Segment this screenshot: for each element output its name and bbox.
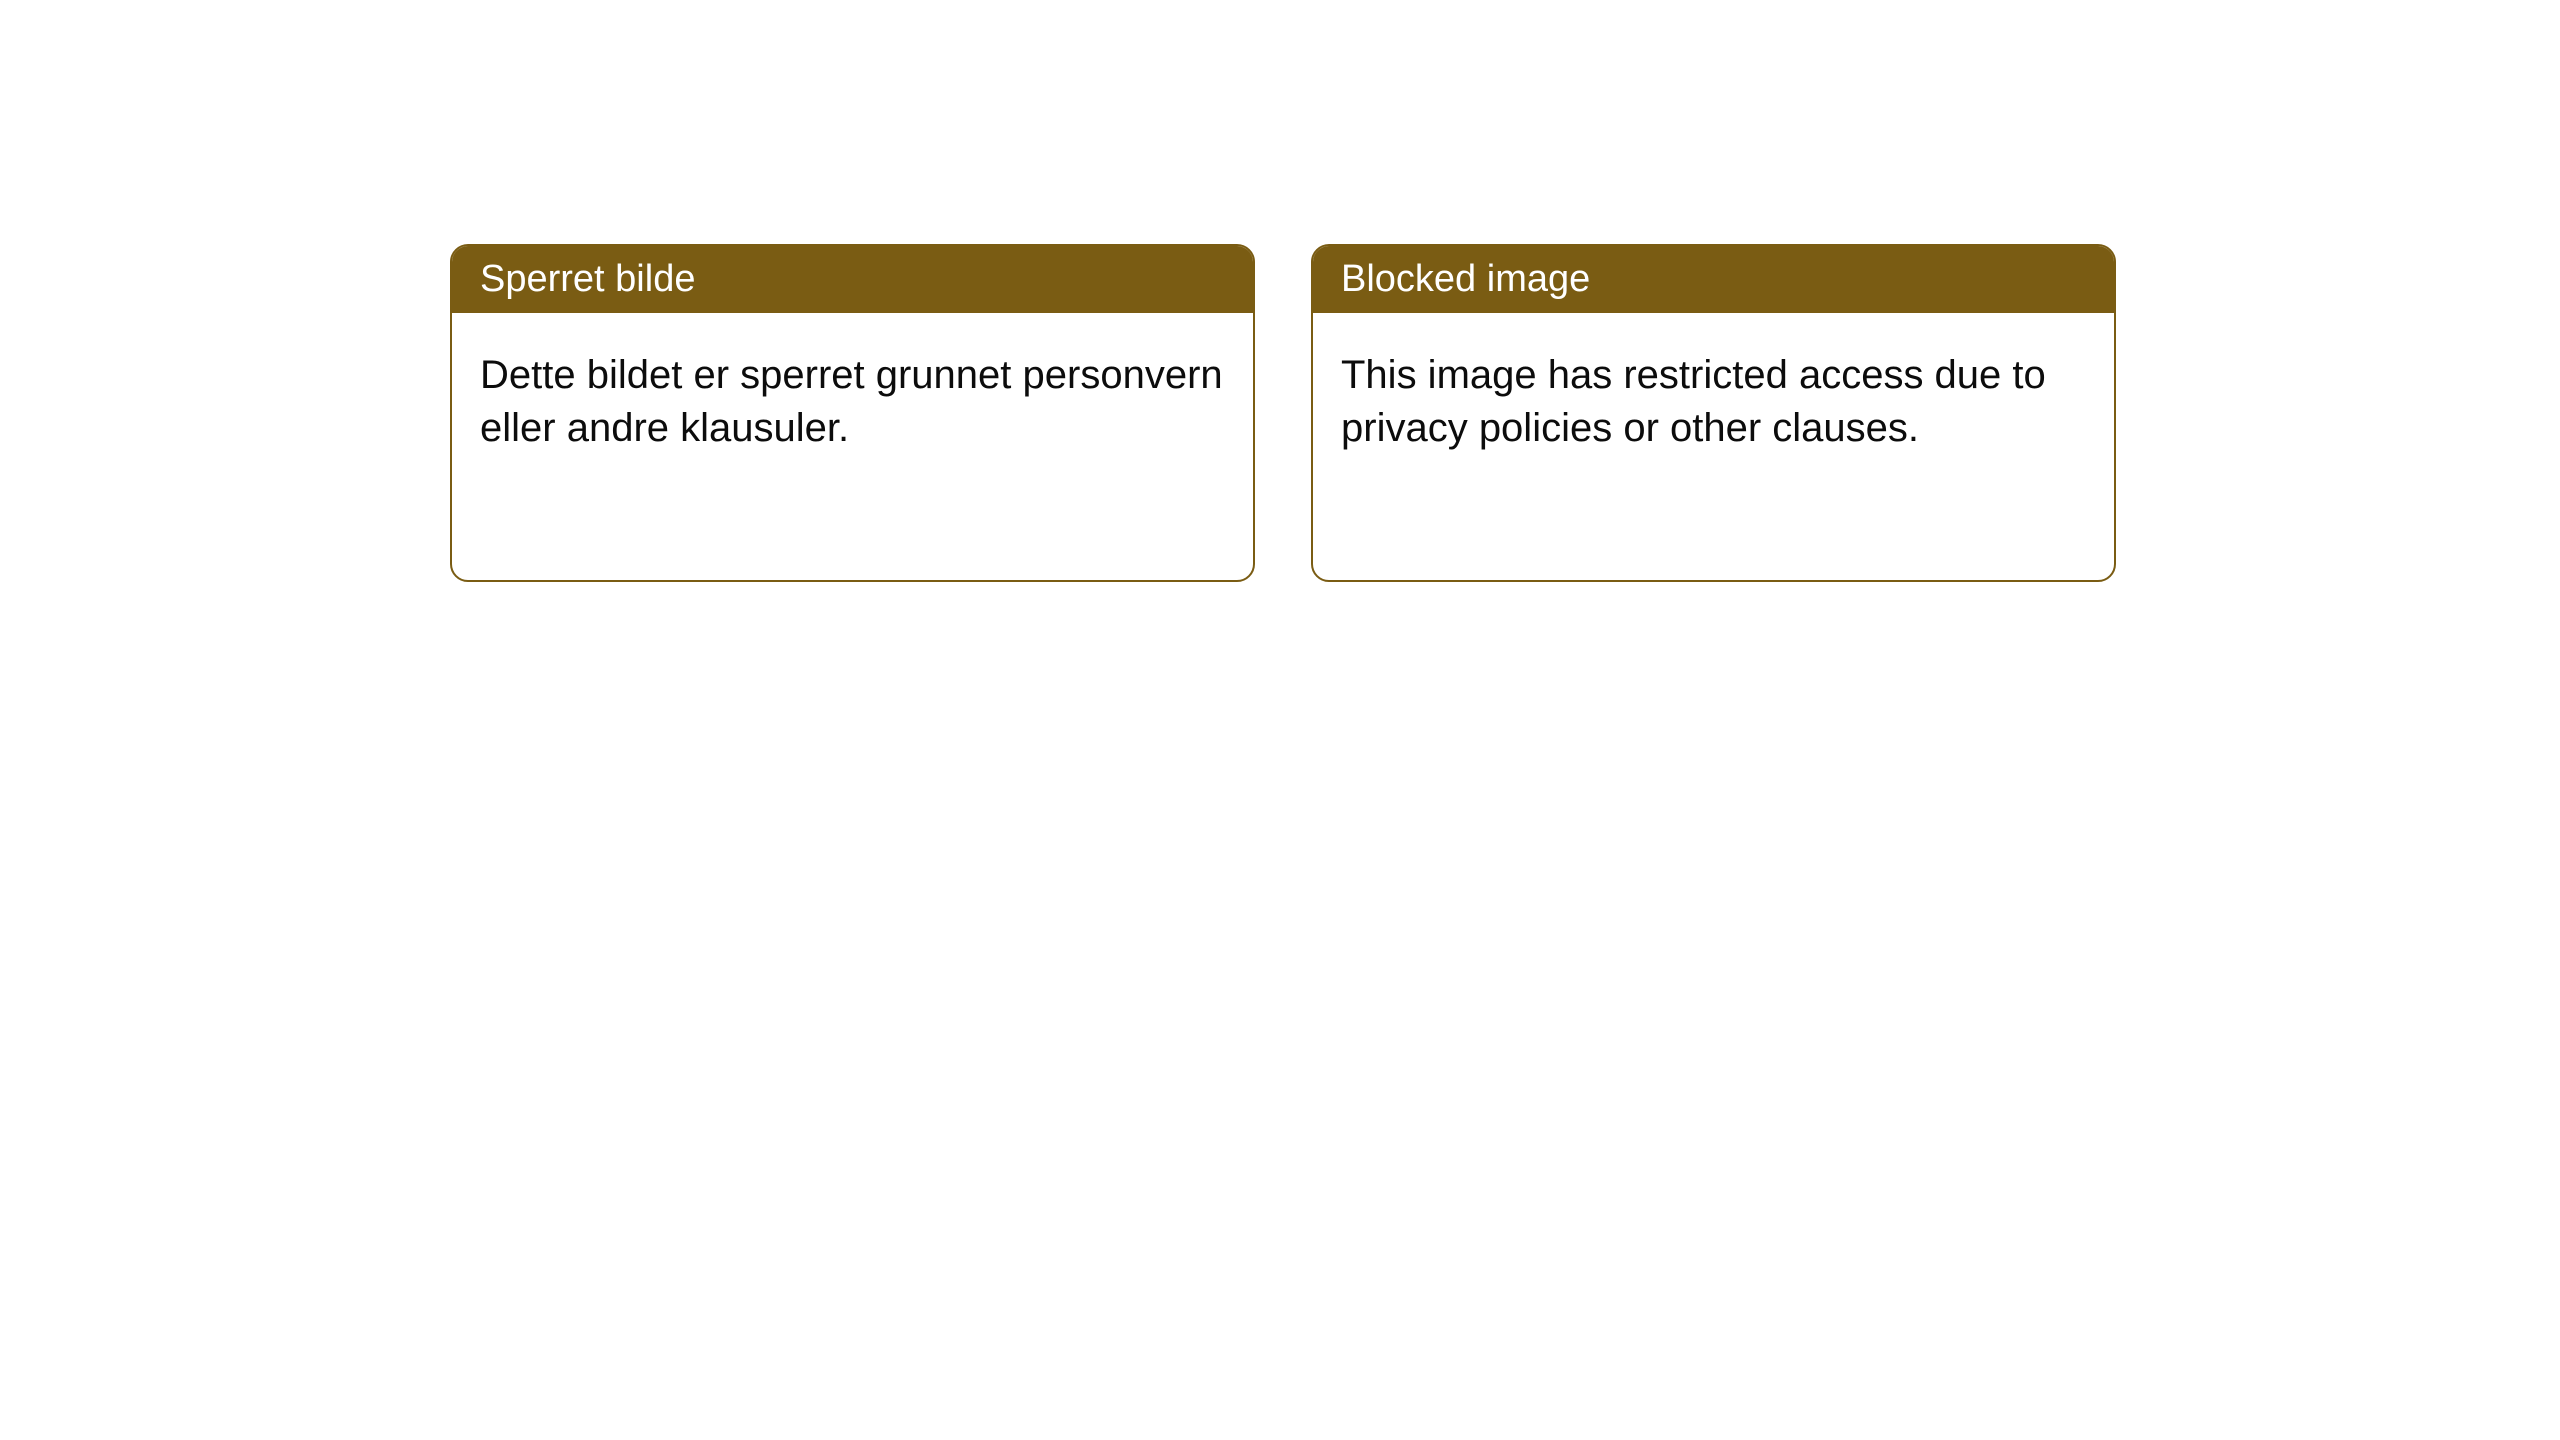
- blocked-image-notices: Sperret bilde Dette bildet er sperret gr…: [450, 244, 2116, 582]
- notice-card-english: Blocked image This image has restricted …: [1311, 244, 2116, 582]
- notice-body-norwegian: Dette bildet er sperret grunnet personve…: [452, 313, 1253, 491]
- notice-card-norwegian: Sperret bilde Dette bildet er sperret gr…: [450, 244, 1255, 582]
- notice-title-english: Blocked image: [1313, 246, 2114, 313]
- notice-body-english: This image has restricted access due to …: [1313, 313, 2114, 491]
- notice-title-norwegian: Sperret bilde: [452, 246, 1253, 313]
